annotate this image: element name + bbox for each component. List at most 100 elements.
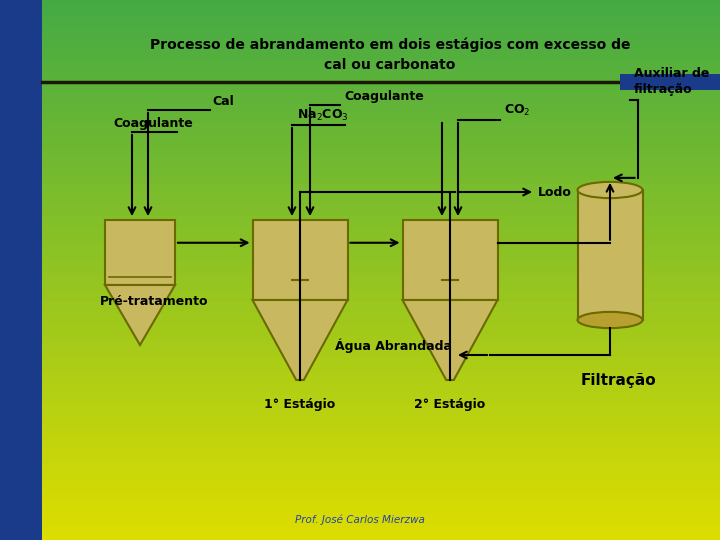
Bar <box>42 356 720 362</box>
Bar <box>42 205 720 211</box>
Bar <box>42 281 720 286</box>
Bar <box>42 254 720 259</box>
Text: Água Abrandada: Água Abrandada <box>335 339 452 353</box>
Bar <box>42 162 720 167</box>
Bar <box>42 167 720 173</box>
Bar <box>42 362 720 367</box>
Bar <box>42 81 720 86</box>
Bar <box>42 313 720 319</box>
Bar <box>42 286 720 292</box>
Bar <box>42 238 720 243</box>
Text: Filtração: Filtração <box>580 373 656 388</box>
Bar <box>42 49 720 54</box>
Bar <box>42 421 720 427</box>
Bar <box>42 535 720 540</box>
Bar <box>42 459 720 464</box>
Bar <box>42 103 720 108</box>
Bar <box>42 113 720 119</box>
Bar <box>42 292 720 297</box>
Text: Lodo: Lodo <box>538 186 572 199</box>
Bar <box>42 259 720 265</box>
Bar <box>42 351 720 356</box>
Bar <box>42 16 720 22</box>
Bar <box>42 211 720 216</box>
Bar <box>42 135 720 140</box>
Bar <box>42 302 720 308</box>
Bar <box>42 157 720 162</box>
Bar <box>42 76 720 81</box>
Bar <box>577 190 642 320</box>
Bar <box>42 54 720 59</box>
Bar <box>42 416 720 421</box>
Bar <box>42 389 720 394</box>
Text: Pré-tratamento: Pré-tratamento <box>100 295 209 308</box>
Bar <box>42 443 720 448</box>
Bar <box>42 448 720 454</box>
Bar <box>42 437 720 443</box>
Ellipse shape <box>577 182 642 198</box>
Bar <box>42 151 720 157</box>
Text: Prof. José Carlos Mierzwa: Prof. José Carlos Mierzwa <box>295 515 425 525</box>
Bar <box>42 427 720 432</box>
Bar <box>42 308 720 313</box>
Bar <box>42 189 720 194</box>
Bar <box>42 227 720 232</box>
Bar <box>42 243 720 248</box>
Bar <box>42 194 720 200</box>
Bar <box>42 184 720 189</box>
Bar <box>42 518 720 524</box>
Bar <box>42 367 720 373</box>
Bar <box>42 124 720 130</box>
Bar <box>42 475 720 481</box>
Bar <box>42 70 720 76</box>
Bar <box>42 32 720 38</box>
Bar <box>42 97 720 103</box>
Text: 1° Estágio: 1° Estágio <box>264 398 336 411</box>
Bar <box>42 22 720 27</box>
Bar <box>42 329 720 335</box>
Bar <box>42 373 720 378</box>
Bar <box>42 140 720 146</box>
Polygon shape <box>105 285 175 345</box>
Bar <box>42 405 720 410</box>
Text: 2° Estágio: 2° Estágio <box>415 398 485 411</box>
Bar <box>42 178 720 184</box>
Bar <box>42 335 720 340</box>
Text: CO$_2$: CO$_2$ <box>504 103 531 118</box>
Bar <box>42 92 720 97</box>
Bar <box>42 43 720 49</box>
Bar <box>42 146 720 151</box>
Text: Processo de abrandamento em dois estágios com excesso de: Processo de abrandamento em dois estágio… <box>150 38 630 52</box>
Bar <box>42 529 720 535</box>
Bar <box>42 394 720 400</box>
Text: cal ou carbonato: cal ou carbonato <box>324 58 456 72</box>
Bar <box>105 220 175 285</box>
Bar <box>42 491 720 497</box>
Ellipse shape <box>577 312 642 328</box>
Bar <box>42 346 720 351</box>
Bar <box>42 524 720 529</box>
Text: Na$_2$CO$_3$: Na$_2$CO$_3$ <box>297 108 348 123</box>
Bar <box>42 470 720 475</box>
Bar <box>42 383 720 389</box>
Bar <box>42 216 720 221</box>
Bar <box>42 27 720 32</box>
Text: Cal: Cal <box>212 95 234 108</box>
Bar <box>42 5 720 11</box>
Bar <box>42 108 720 113</box>
Bar <box>620 74 720 90</box>
Bar <box>402 220 498 300</box>
Bar <box>42 221 720 227</box>
Bar <box>42 481 720 486</box>
Bar <box>42 130 720 135</box>
Bar <box>42 248 720 254</box>
Bar <box>42 265 720 270</box>
Bar <box>42 297 720 302</box>
Bar <box>42 65 720 70</box>
Bar <box>42 513 720 518</box>
Bar <box>42 86 720 92</box>
Bar <box>0 0 42 540</box>
Bar <box>42 432 720 437</box>
Bar <box>42 232 720 238</box>
Bar <box>42 454 720 459</box>
